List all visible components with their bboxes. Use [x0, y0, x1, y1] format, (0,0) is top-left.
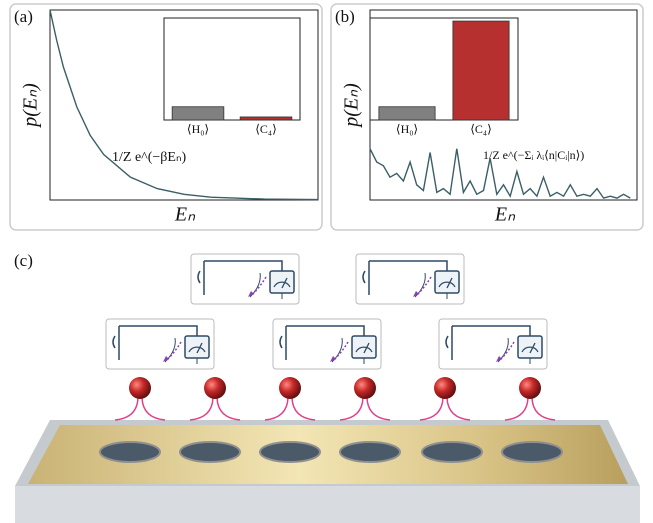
panel-label: (b)	[335, 7, 355, 26]
data-line	[49, 9, 319, 201]
bar	[378, 106, 436, 121]
inset-frame	[369, 17, 519, 121]
y-axis-label: p(Eₙ)	[341, 83, 363, 129]
panel-label: (a)	[14, 7, 33, 26]
measurement-box	[105, 318, 215, 370]
panel-label: (c)	[14, 251, 33, 270]
x-axis-label: Eₙ	[174, 204, 196, 226]
atoms	[129, 377, 541, 399]
bar	[239, 116, 293, 121]
measurement-box	[355, 253, 465, 305]
traps	[114, 397, 556, 421]
inset-frame	[163, 17, 301, 121]
panel-a	[9, 3, 323, 231]
measurement-box	[190, 253, 300, 305]
diagram	[15, 253, 640, 523]
y-axis-label: p(Eₙ)	[20, 83, 42, 129]
annotation: 1/Z e^(−Σᵢ λᵢ⟨n|Cᵢ|n⟩)	[483, 148, 584, 162]
substrate-front	[15, 486, 640, 523]
annotation: 1/Z e^(−βEₙ)	[112, 150, 187, 165]
x-tick-label: ⟨C₄⟩	[255, 122, 277, 136]
x-tick-label: ⟨H₀⟩	[396, 122, 418, 136]
data-line	[369, 148, 631, 199]
x-axis-label: Eₙ	[494, 204, 516, 226]
measurement-box	[272, 318, 382, 370]
gold-film	[28, 425, 628, 484]
x-tick-label: ⟨C₄⟩	[470, 122, 492, 136]
measurement-box	[438, 318, 548, 370]
bar	[171, 106, 225, 121]
holes	[99, 441, 563, 463]
x-tick-label: ⟨H₀⟩	[187, 122, 209, 136]
plot-frame	[49, 9, 319, 201]
bar	[452, 20, 510, 121]
